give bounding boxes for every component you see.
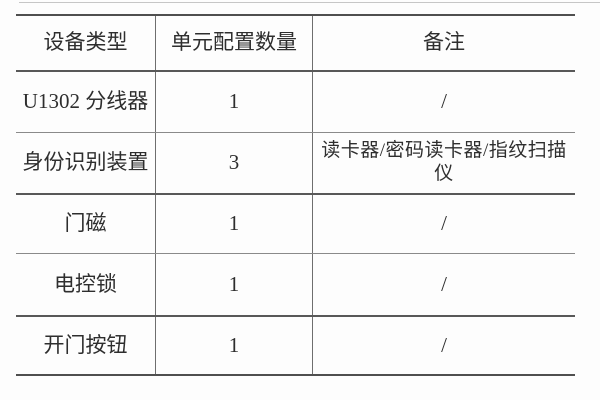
device-type-cell: U1302 分线器 <box>22 89 149 114</box>
device-type-cell: 开门按钮 <box>43 332 128 357</box>
quantity-cell: 1 <box>155 195 312 253</box>
table-row: 开门按钮 1 / <box>16 317 575 374</box>
table-row: 电控锁 1 / <box>16 254 575 317</box>
quantity-cell: 3 <box>155 133 312 193</box>
table-row: 门磁 1 / <box>16 195 575 254</box>
remark-cell: 读卡器/密码读卡器/指纹扫描仪 <box>312 133 575 193</box>
remark-cell: / <box>312 317 575 374</box>
table-header-row: 设备类型 单元配置数量 备注 <box>16 16 575 72</box>
device-type-cell: 身份识别装置 <box>22 150 149 175</box>
device-type-cell: 门磁 <box>64 211 107 236</box>
remark-cell: / <box>312 72 575 132</box>
quantity-cell: 1 <box>155 72 312 132</box>
remark-cell: / <box>312 195 575 253</box>
remark-cell: / <box>312 254 575 315</box>
page-top-hairline <box>19 2 600 3</box>
quantity-cell: 1 <box>155 254 312 315</box>
quantity-cell: 1 <box>155 317 312 374</box>
table-row: 身份识别装置 3 读卡器/密码读卡器/指纹扫描仪 <box>16 133 575 195</box>
equipment-config-table: 设备类型 单元配置数量 备注 U1302 分线器 1 / 身份识别装置 3 读卡… <box>16 14 575 376</box>
column-header-unit-quantity: 单元配置数量 <box>155 16 312 70</box>
device-type-cell: 电控锁 <box>54 271 117 296</box>
column-header-device-type: 设备类型 <box>43 30 128 55</box>
table-row: U1302 分线器 1 / <box>16 72 575 133</box>
column-header-remark: 备注 <box>312 16 575 70</box>
